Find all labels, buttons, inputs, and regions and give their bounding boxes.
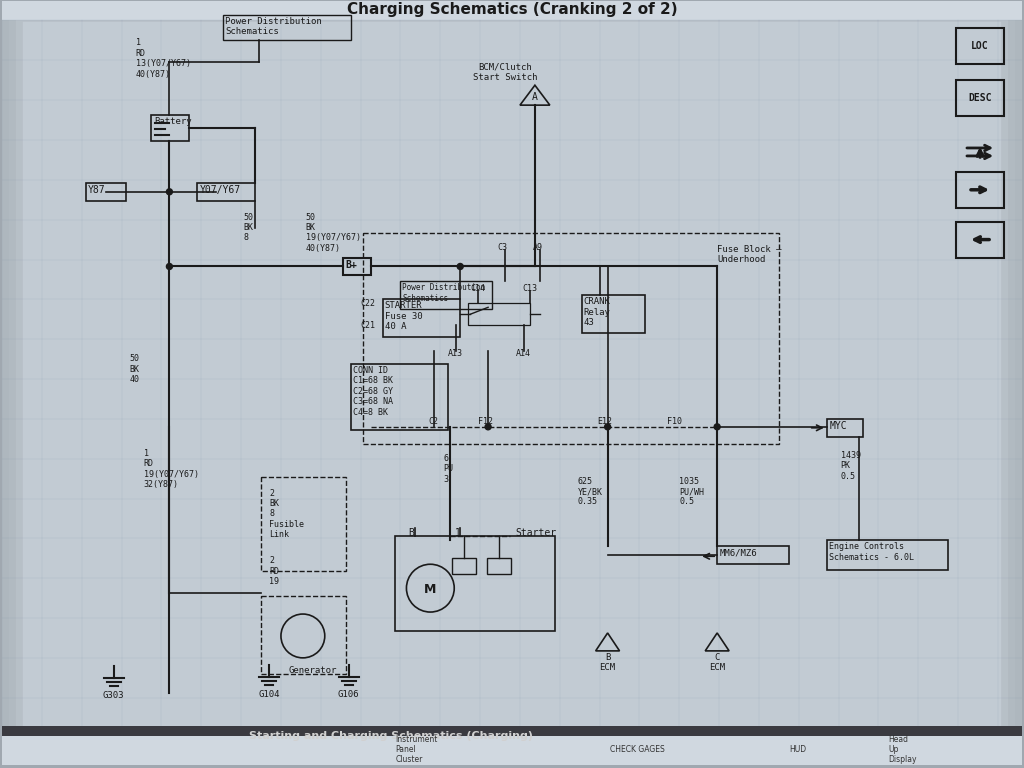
Text: 1: 1 [456,528,461,538]
Text: MM6/MZ6: MM6/MZ6 [719,548,757,558]
Text: Head
Up
Display: Head Up Display [889,734,916,764]
Text: Generator: Generator [289,666,337,675]
Bar [956,222,1004,257]
Bar [956,28,1004,65]
Bar [343,257,371,276]
Text: G104: G104 [258,690,280,699]
Text: B
ECM: B ECM [599,653,615,672]
Text: Engine Controls
Schematics - 6.0L: Engine Controls Schematics - 6.0L [828,542,913,561]
Text: G303: G303 [102,690,124,700]
Bar [383,300,460,337]
Text: 1035
PU/WH
0.5: 1035 PU/WH 0.5 [679,477,705,506]
Circle shape [714,424,720,430]
Bar [223,15,350,41]
Bar [2,736,1022,766]
Text: A9: A9 [532,243,543,252]
Text: CHECK GAGES: CHECK GAGES [609,745,665,754]
Bar [468,303,530,325]
Text: Y07/Y67: Y07/Y67 [200,185,241,195]
Text: Power Distribution
Schematics: Power Distribution Schematics [402,283,485,303]
Bar [956,80,1004,116]
Text: Starter: Starter [515,528,556,538]
Bar [826,541,948,570]
Text: 1439
PK
0.5: 1439 PK 0.5 [841,451,860,481]
Bar [261,477,346,571]
Bar [453,558,476,574]
Text: F12: F12 [478,417,494,425]
Text: C3: C3 [497,243,507,252]
Text: 6
PU
3: 6 PU 3 [443,454,454,484]
Text: 1
RD
19(Y07/Y67)
32(Y87): 1 RD 19(Y07/Y67) 32(Y87) [143,449,199,489]
Text: DESC: DESC [969,93,992,103]
Bar [261,596,346,674]
Text: 50
BK
40: 50 BK 40 [130,354,139,384]
Bar [198,183,255,200]
Text: Y87: Y87 [88,185,105,195]
Text: C22: C22 [360,300,376,308]
Bar [487,558,511,574]
Bar [350,364,449,430]
Text: 625
YE/BK
0.35: 625 YE/BK 0.35 [578,477,603,506]
Bar [582,296,645,333]
Text: A13: A13 [449,349,463,358]
Text: MYC: MYC [829,421,847,431]
Text: 2
BK
8
Fusible
Link: 2 BK 8 Fusible Link [269,488,304,539]
Text: F10: F10 [668,417,682,425]
Text: C14: C14 [470,284,485,293]
Circle shape [458,263,463,270]
Bar [2,726,1022,766]
Text: Battery: Battery [155,117,193,126]
Text: B: B [409,528,415,538]
Bar [400,281,493,310]
Bar [826,419,862,437]
Text: STARTER
Fuse 30
40 A: STARTER Fuse 30 40 A [385,301,422,331]
Text: 1
RD
13(Y07/Y67)
40(Y87): 1 RD 13(Y07/Y67) 40(Y87) [135,38,190,78]
Text: Instrument
Panel
Cluster: Instrument Panel Cluster [395,734,438,764]
Text: BCM/Clutch
Start Switch: BCM/Clutch Start Switch [473,62,538,81]
Text: CRANK
Relay
43: CRANK Relay 43 [584,297,610,327]
Circle shape [485,424,492,430]
Bar [2,1,1022,21]
Text: A: A [532,92,538,102]
Text: Fuse Block –
Underhood: Fuse Block – Underhood [717,244,781,264]
Bar [362,233,779,444]
Text: A14: A14 [516,349,531,358]
Text: Power Distribution
Schematics: Power Distribution Schematics [225,16,322,36]
Bar [956,172,1004,207]
Text: C2: C2 [428,417,438,425]
Bar [86,183,126,200]
Text: CONN ID
C1=68 BK
C2=68 GY
C3=68 NA
C4=8 BK: CONN ID C1=68 BK C2=68 GY C3=68 NA C4=8 … [352,366,392,417]
Text: B+: B+ [346,260,357,270]
Text: C21: C21 [360,321,376,330]
Circle shape [604,424,610,430]
Text: 2
RD
19: 2 RD 19 [269,556,279,586]
Text: G106: G106 [338,690,359,699]
Text: Charging Schematics (Cranking 2 of 2): Charging Schematics (Cranking 2 of 2) [347,2,677,17]
Text: 50
BK
8: 50 BK 8 [243,213,253,243]
Bar [152,115,189,141]
Text: C13: C13 [522,284,537,293]
Text: C
ECM: C ECM [709,653,725,672]
Text: E12: E12 [598,417,612,425]
Text: Starting and Charging Schematics (Charging): Starting and Charging Schematics (Chargi… [249,730,532,740]
Text: M: M [424,583,436,596]
Text: LOC: LOC [971,41,989,51]
Bar [717,546,788,564]
Text: 50
BK
19(Y07/Y67)
40(Y87): 50 BK 19(Y07/Y67) 40(Y87) [306,213,360,253]
Bar [395,536,555,631]
Circle shape [167,189,172,195]
Text: HUD: HUD [788,745,806,754]
Circle shape [167,263,172,270]
